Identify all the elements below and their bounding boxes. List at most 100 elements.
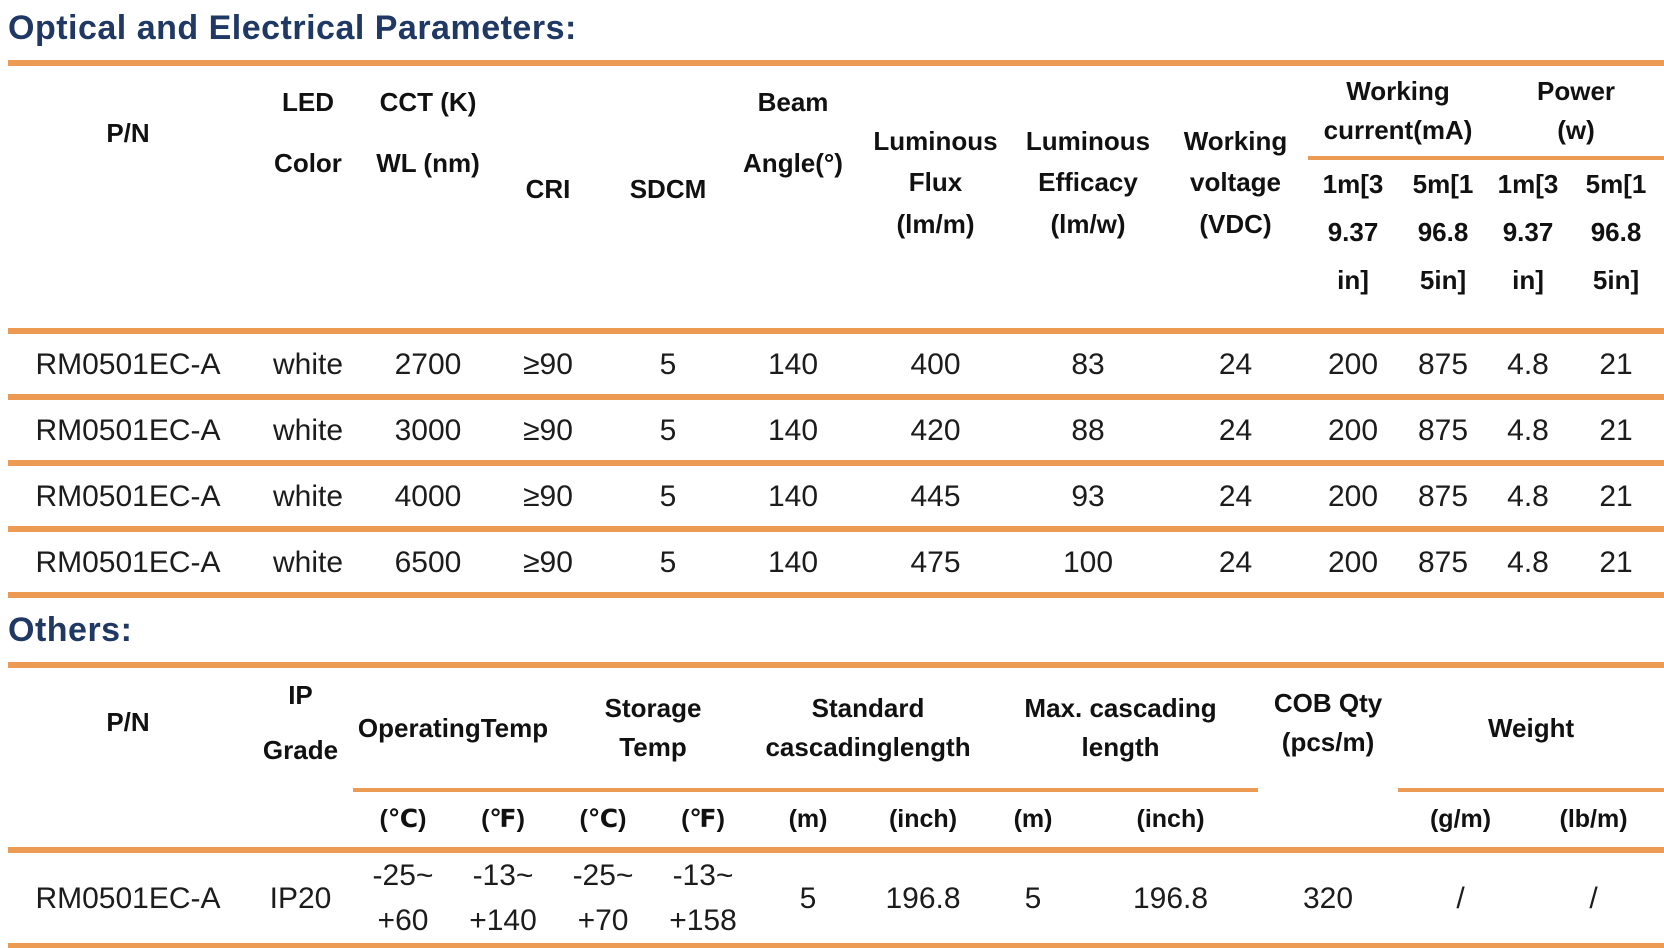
cell-color: white xyxy=(248,532,368,599)
col-header-operating-f: (℉) xyxy=(453,792,554,854)
col-header-weight-lbm: (lb/m) xyxy=(1523,792,1664,854)
cell-pw-1m: 4.8 xyxy=(1488,400,1569,467)
t2-header-row: P/N IP Grade OperatingTemp Storage Temp … xyxy=(8,668,1664,854)
col-header-weight-gm: (g/m) xyxy=(1398,792,1524,854)
cell-cct: 6500 xyxy=(368,532,488,599)
cell-flux: 475 xyxy=(858,532,1013,599)
cell-beam: 140 xyxy=(728,334,858,401)
cell-flux: 400 xyxy=(858,334,1013,401)
col-header-sdcm: SDCM xyxy=(608,66,728,335)
col-header-storage-f: (℉) xyxy=(653,792,754,854)
cell-wc-5m: 875 xyxy=(1398,532,1489,599)
cell-pw-5m: 21 xyxy=(1568,334,1664,401)
col-header-standard-inch: (inch) xyxy=(863,792,984,854)
cell-wc-5m: 875 xyxy=(1398,334,1489,401)
cell-wc-5m: 875 xyxy=(1398,400,1489,467)
table-row: RM0501EC-A white 4000 ≥90 5 140 445 93 2… xyxy=(8,466,1664,533)
cell-wc-1m: 200 xyxy=(1308,532,1398,599)
cell-flux: 420 xyxy=(858,400,1013,467)
col-header-storage-c: (℃) xyxy=(553,792,654,854)
col-header-luminous-efficacy: Luminous Efficacy (lm/w) xyxy=(1013,66,1163,335)
cell-sdcm: 5 xyxy=(608,466,728,533)
col-header-luminous-flux: Luminous Flux (lm/m) xyxy=(858,66,1013,335)
cell-pw-1m: 4.8 xyxy=(1488,466,1569,533)
cell-cct: 4000 xyxy=(368,466,488,533)
cell-pw-1m: 4.8 xyxy=(1488,532,1569,599)
col-header-beam-angle: Beam Angle(°) xyxy=(728,66,858,335)
cell-cri: ≥90 xyxy=(488,334,608,401)
cell-std-inch: 196.8 xyxy=(863,853,984,948)
cell-st-f: -13~ +158 xyxy=(653,853,754,948)
col-header-current-5m: 5m[1 96.8 5in] xyxy=(1398,160,1489,335)
cell-cri: ≥90 xyxy=(488,532,608,599)
section-title-optical: Optical and Electrical Parameters: xyxy=(8,9,577,47)
table-row: RM0501EC-A white 2700 ≥90 5 140 400 83 2… xyxy=(8,334,1664,401)
cell-std-m: 5 xyxy=(753,853,864,948)
cell-color: white xyxy=(248,334,368,401)
others-table: P/N IP Grade OperatingTemp Storage Temp … xyxy=(8,662,1664,948)
cell-beam: 140 xyxy=(728,466,858,533)
cell-voltage: 24 xyxy=(1163,334,1308,401)
cell-beam: 140 xyxy=(728,400,858,467)
cell-cct: 2700 xyxy=(368,334,488,401)
t1-header-row: P/N LED Color CCT (K) WL (nm) CRI SDCM B… xyxy=(8,66,1664,335)
col-header-current-1m: 1m[3 9.37 in] xyxy=(1308,160,1398,335)
cell-efficacy: 88 xyxy=(1013,400,1163,467)
col-group-operating-temp: OperatingTemp xyxy=(353,668,554,792)
cell-color: white xyxy=(248,466,368,533)
col-group-storage-temp: Storage Temp xyxy=(553,668,754,792)
cell-flux: 445 xyxy=(858,466,1013,533)
cell-pn: RM0501EC-A xyxy=(8,400,248,467)
cell-sdcm: 5 xyxy=(608,400,728,467)
cell-wc-1m: 200 xyxy=(1308,400,1398,467)
cell-cob: 320 xyxy=(1258,853,1399,948)
cell-voltage: 24 xyxy=(1163,466,1308,533)
cell-pn: RM0501EC-A xyxy=(8,334,248,401)
table-row: RM0501EC-A white 3000 ≥90 5 140 420 88 2… xyxy=(8,400,1664,467)
col-header-pn: P/N xyxy=(8,668,248,854)
col-header-operating-c: (℃) xyxy=(353,792,453,854)
cell-ip: IP20 xyxy=(248,853,353,948)
col-header-max-m: (m) xyxy=(983,792,1084,854)
cell-cct: 3000 xyxy=(368,400,488,467)
table-row: RM0501EC-A white 6500 ≥90 5 140 475 100 … xyxy=(8,532,1664,599)
cell-cri: ≥90 xyxy=(488,400,608,467)
cell-voltage: 24 xyxy=(1163,532,1308,599)
col-header-ip-grade: IP Grade xyxy=(248,668,353,854)
cell-cri: ≥90 xyxy=(488,466,608,533)
col-header-pn: P/N xyxy=(8,66,248,335)
col-header-power-1m: 1m[3 9.37 in] xyxy=(1488,160,1569,335)
table-row: RM0501EC-A IP20 -25~ +60 -13~ +140 -25~ … xyxy=(8,853,1664,948)
cell-wc-1m: 200 xyxy=(1308,334,1398,401)
cell-pw-5m: 21 xyxy=(1568,400,1664,467)
col-header-working-voltage: Working voltage (VDC) xyxy=(1163,66,1308,335)
cell-beam: 140 xyxy=(728,532,858,599)
cell-voltage: 24 xyxy=(1163,400,1308,467)
col-header-led-color: LED Color xyxy=(248,66,368,335)
cell-max-m: 5 xyxy=(983,853,1084,948)
cell-pn: RM0501EC-A xyxy=(8,853,248,948)
t1-subheader-row: 1m[3 9.37 in] 5m[1 96.8 5in] 1m[3 9.37 i… xyxy=(8,160,1664,335)
col-header-power-5m: 5m[1 96.8 5in] xyxy=(1568,160,1664,335)
col-group-working-current: Working current(mA) xyxy=(1308,66,1489,160)
col-header-standard-m: (m) xyxy=(753,792,864,854)
cell-wc-1m: 200 xyxy=(1308,466,1398,533)
col-group-weight: Weight xyxy=(1398,668,1664,792)
cell-g-m: / xyxy=(1398,853,1524,948)
col-header-cct-wl: CCT (K) WL (nm) xyxy=(368,66,488,335)
t2-subheader-row: (℃) (℉) (℃) (℉) (m) (inch) (m) (inch) (g… xyxy=(8,792,1664,854)
optical-electrical-table: P/N LED Color CCT (K) WL (nm) CRI SDCM B… xyxy=(8,60,1664,599)
cell-sdcm: 5 xyxy=(608,334,728,401)
cell-pw-5m: 21 xyxy=(1568,466,1664,533)
col-group-max-cascading: Max. cascading length xyxy=(983,668,1259,792)
cell-max-inch: 196.8 xyxy=(1083,853,1259,948)
col-header-cob-qty: COB Qty (pcs/m) xyxy=(1258,668,1399,854)
col-header-cri: CRI xyxy=(488,66,608,335)
cell-pw-5m: 21 xyxy=(1568,532,1664,599)
cell-op-f: -13~ +140 xyxy=(453,853,554,948)
cell-pn: RM0501EC-A xyxy=(8,532,248,599)
cell-wc-5m: 875 xyxy=(1398,466,1489,533)
col-group-standard-cascading: Standard cascadinglength xyxy=(753,668,984,792)
col-header-max-inch: (inch) xyxy=(1083,792,1259,854)
